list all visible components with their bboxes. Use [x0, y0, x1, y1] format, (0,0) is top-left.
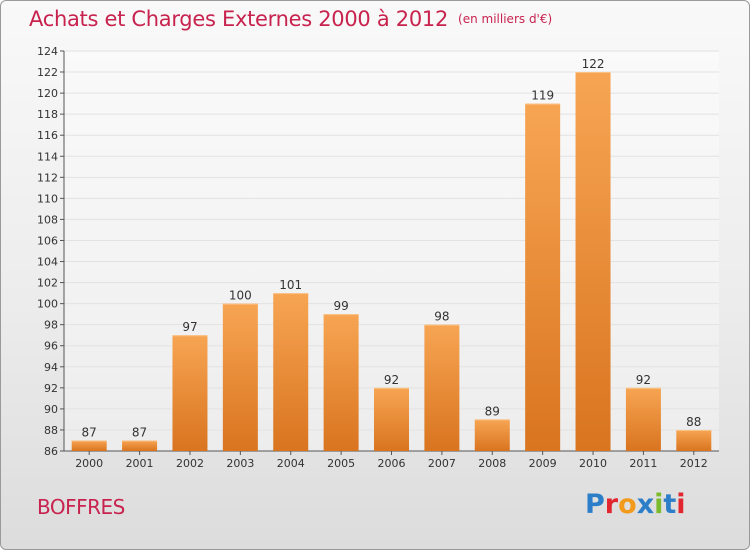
- bar-2000: [71, 440, 107, 451]
- y-tick-label: 122: [37, 66, 58, 79]
- logo-letter: o: [618, 489, 637, 520]
- value-label: 98: [434, 310, 449, 324]
- x-tick-label: 2006: [378, 457, 406, 470]
- y-tick-label: 124: [37, 45, 58, 58]
- bar-2011: [625, 387, 661, 451]
- y-tick-label: 106: [37, 234, 58, 247]
- y-tick-label: 90: [44, 403, 58, 416]
- y-tick-label: 102: [37, 277, 58, 290]
- labels: 86 88 90 92 94 96 98 100 102 104 106 108 110 112 114 11…: [37, 45, 708, 470]
- value-label: 88: [686, 415, 701, 429]
- bar-2007: [424, 324, 460, 451]
- value-label: 89: [485, 404, 500, 418]
- value-label: 122: [582, 57, 605, 71]
- x-tick-label: 2003: [226, 457, 254, 470]
- logo-letter: t: [663, 489, 677, 520]
- chart-title: Achats et Charges Externes 2000 à 2012 (e…: [29, 7, 552, 31]
- y-tick-label: 118: [37, 108, 58, 121]
- y-tick-label: 100: [37, 298, 58, 311]
- value-label: 92: [384, 373, 399, 387]
- bars: [71, 72, 712, 451]
- x-tick-label: 2009: [529, 457, 557, 470]
- bar-2012: [676, 429, 712, 451]
- value-label: 99: [333, 299, 348, 313]
- x-tick-label: 2004: [277, 457, 305, 470]
- value-label: 101: [279, 278, 302, 292]
- commune-name: BOFFRES: [37, 495, 125, 519]
- x-tick-label: 2000: [75, 457, 103, 470]
- bar-2002: [172, 335, 208, 451]
- y-tick-label: 120: [37, 87, 58, 100]
- y-tick-label: 92: [44, 382, 58, 395]
- x-tick-label: 2007: [428, 457, 456, 470]
- y-tick-label: 94: [44, 361, 58, 374]
- chart-title-text: Achats et Charges Externes 2000 à 2012: [29, 7, 449, 31]
- y-tick-label: 88: [44, 424, 58, 437]
- value-label: 97: [182, 320, 197, 334]
- x-tick-label: 2010: [579, 457, 607, 470]
- logo-letter: P: [585, 489, 605, 520]
- x-tick-label: 2008: [478, 457, 506, 470]
- y-tick-label: 96: [44, 340, 58, 353]
- logo-letter: x: [636, 489, 655, 520]
- bar-2004: [273, 293, 309, 451]
- bar-2003: [222, 303, 258, 451]
- chart-unit: (en milliers d'€): [458, 12, 553, 26]
- value-label: 92: [636, 373, 651, 387]
- y-tick-label: 110: [37, 192, 58, 205]
- x-tick-label: 2001: [126, 457, 154, 470]
- y-tick-label: 108: [37, 213, 58, 226]
- y-tick-label: 104: [37, 256, 58, 269]
- value-label: 100: [229, 289, 252, 303]
- y-tick-label: 98: [44, 319, 58, 332]
- x-tick-label: 2005: [327, 457, 355, 470]
- bar-2009: [525, 103, 561, 451]
- value-label: 87: [132, 425, 147, 439]
- value-label: 119: [531, 89, 554, 103]
- logo-letter: i: [654, 489, 664, 520]
- bar-2008: [474, 419, 510, 451]
- bar-2005: [323, 314, 359, 451]
- x-tick-label: 2002: [176, 457, 204, 470]
- logo-letter: i: [676, 489, 686, 520]
- proxiti-logo: Proxiti: [585, 489, 686, 520]
- y-tick-label: 112: [37, 171, 58, 184]
- bar-2006: [374, 387, 409, 451]
- y-tick-label: 114: [37, 150, 58, 163]
- bar-2001: [122, 440, 158, 451]
- y-tick-label: 116: [37, 129, 58, 142]
- x-tick-label: 2011: [629, 457, 657, 470]
- value-label: 87: [82, 425, 97, 439]
- bar-2010: [575, 72, 611, 451]
- logo-letter: r: [604, 489, 619, 520]
- x-tick-label: 2012: [680, 457, 708, 470]
- y-tick-label: 86: [44, 445, 58, 458]
